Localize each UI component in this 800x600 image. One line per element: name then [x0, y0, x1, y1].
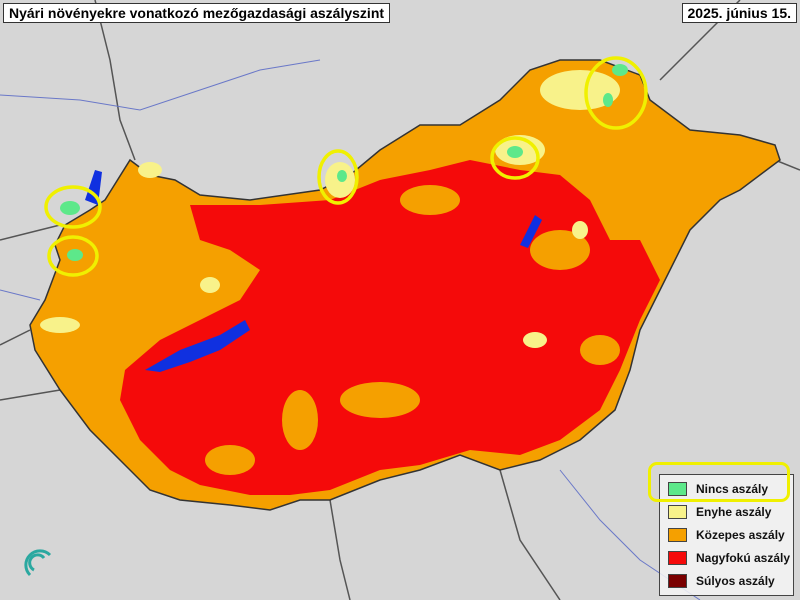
legend-item-medium: Közepes aszály: [668, 526, 785, 544]
legend-label: Súlyos aszály: [696, 574, 775, 588]
lake-balaton: [145, 320, 250, 372]
legend-label: Nagyfokú aszály: [696, 551, 791, 565]
legend-item-extreme: Súlyos aszály: [668, 572, 775, 590]
lake-tisza: [520, 215, 542, 248]
legend: Nincs aszály Enyhe aszály Közepes aszály…: [659, 474, 794, 596]
legend-item-severe: Nagyfokú aszály: [668, 549, 790, 567]
logo-icon: [24, 549, 52, 577]
map-title: Nyári növényekre vonatkozó mezőgazdasági…: [3, 3, 391, 23]
legend-swatch: [668, 528, 687, 542]
medium-drought-patches: [205, 185, 620, 475]
legend-label: Nincs aszály: [696, 482, 769, 496]
legend-item-mild: Enyhe aszály: [668, 503, 771, 521]
legend-swatch: [668, 505, 687, 519]
legend-label: Közepes aszály: [696, 528, 785, 542]
legend-item-none: Nincs aszály: [668, 480, 768, 498]
highlight-circles: [44, 56, 648, 277]
no-drought-patches: [60, 64, 628, 261]
severe-drought-area: [120, 160, 660, 495]
legend-swatch: [668, 482, 687, 496]
legend-swatch: [668, 551, 687, 565]
legend-highlight: [648, 462, 790, 502]
map-date: 2025. június 15.: [681, 3, 797, 23]
mild-drought-patches: [40, 70, 620, 348]
legend-label: Enyhe aszály: [696, 505, 772, 519]
legend-swatch: [668, 574, 687, 588]
